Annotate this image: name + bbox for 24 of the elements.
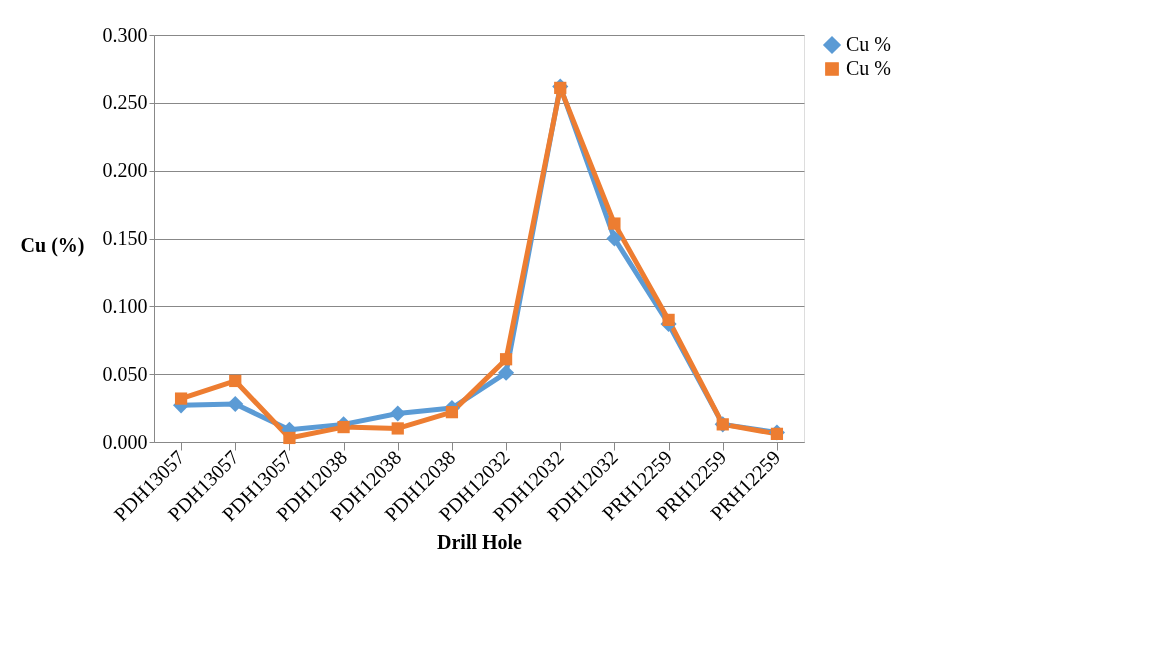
- y-tick-label: 0.050: [102, 362, 148, 385]
- x-axis-title: Drill Hole: [437, 531, 523, 554]
- point: [499, 353, 513, 366]
- y-tick-label: 0.300: [102, 23, 148, 46]
- y-tick-label: 0.200: [102, 159, 148, 182]
- point: [445, 406, 459, 419]
- point: [283, 431, 296, 445]
- y-axis-title: Cu (%): [20, 233, 85, 257]
- legend-label: Cu %: [846, 33, 891, 55]
- point: [606, 230, 623, 247]
- y-tick-label: 0.100: [102, 294, 148, 317]
- point: [662, 313, 675, 327]
- point: [389, 405, 406, 422]
- point: [174, 392, 188, 405]
- point: [227, 395, 244, 413]
- y-tick-label: 0.000: [102, 430, 148, 453]
- point: [498, 364, 515, 381]
- point: [608, 217, 621, 230]
- y-tick-label: 0.250: [102, 91, 148, 114]
- point: [229, 374, 242, 388]
- point: [391, 422, 404, 435]
- y-tick-label: 0.150: [102, 227, 148, 249]
- point: [337, 420, 350, 434]
- legend-label: Cu %: [846, 57, 891, 79]
